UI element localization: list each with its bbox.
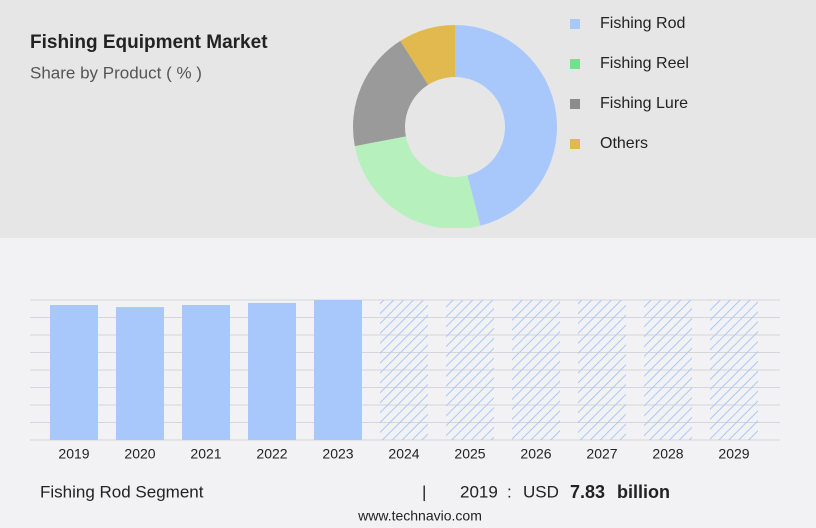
x-tick-label: 2021 <box>190 446 221 462</box>
x-tick-label: 2020 <box>124 446 155 462</box>
forecast-placeholder <box>512 300 560 440</box>
legend-swatch <box>570 99 580 109</box>
legend-label: Fishing Rod <box>600 15 685 32</box>
bar-chart: 2019 2020 2021 2022 2023 2024 2025 2026 2027 2028… <box>30 299 780 462</box>
donut <box>353 25 557 228</box>
bar <box>248 302 296 440</box>
forecast-placeholder <box>644 300 692 440</box>
footer-currency: USD <box>523 482 559 501</box>
forecast-placeholder <box>710 300 758 440</box>
bar <box>116 307 164 440</box>
legend-swatch <box>570 139 580 149</box>
footer-year: 2019 <box>460 482 498 501</box>
source: www.technavio.com <box>357 508 482 524</box>
segment-label: Fishing Rod Segment <box>40 482 204 501</box>
footer-unit: billion <box>617 482 670 502</box>
x-tick-label: 2022 <box>256 446 287 462</box>
legend-swatch <box>570 59 580 69</box>
separator: | <box>422 482 426 501</box>
bar <box>182 305 230 440</box>
forecast-placeholder <box>446 300 494 440</box>
legend: Fishing Rod Fishing Reel Fishing Lure Other… <box>570 15 689 152</box>
chart-title: Fishing Equipment Market <box>30 32 268 53</box>
colon: : <box>507 482 512 501</box>
x-tick-label: 2028 <box>652 446 683 462</box>
donut-slice <box>455 25 557 226</box>
bar <box>50 305 98 440</box>
donut-slice <box>400 25 455 85</box>
x-tick-label: 2026 <box>520 446 551 462</box>
legend-swatch <box>570 19 580 29</box>
legend-label: Others <box>600 135 648 152</box>
x-tick-label: 2029 <box>718 446 749 462</box>
bar <box>314 300 362 440</box>
forecast-placeholder <box>578 300 626 440</box>
forecast-placeholder <box>380 300 428 440</box>
legend-label: Fishing Lure <box>600 95 688 112</box>
donut-slice <box>353 40 429 147</box>
donut-slice <box>354 136 481 228</box>
x-tick-label: 2023 <box>322 446 353 462</box>
x-tick-label: 2024 <box>388 446 419 462</box>
footer-value: 7.83 <box>570 482 605 502</box>
x-tick-label: 2019 <box>58 446 89 462</box>
x-tick-label: 2025 <box>454 446 485 462</box>
chart-subtitle: Share by Product ( % ) <box>30 63 202 82</box>
x-tick-label: 2027 <box>586 446 617 462</box>
legend-label: Fishing Reel <box>600 55 689 72</box>
